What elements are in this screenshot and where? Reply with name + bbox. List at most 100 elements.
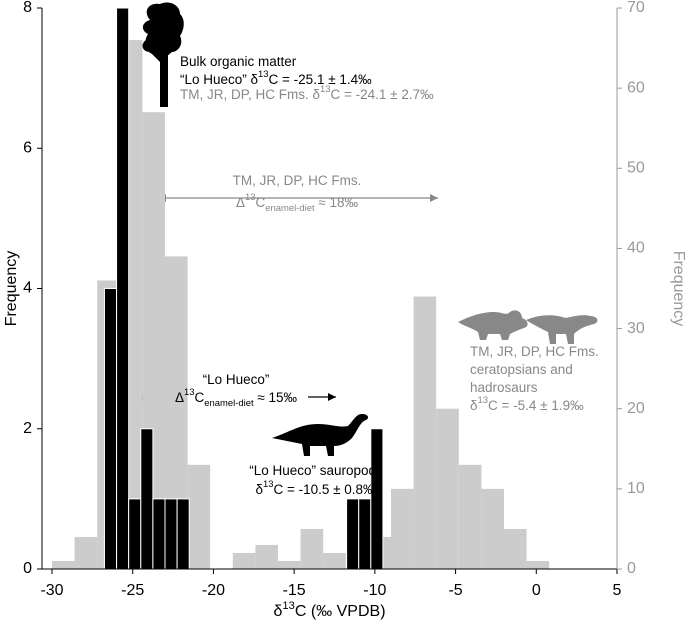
annotations: Bulk organic matter“Lo Hueco” δ13C = -25…: [175, 54, 599, 497]
histogram-bar: [358, 498, 372, 570]
annotation-text: Δ13Cenamel-diet ≈ 15‰: [175, 387, 298, 409]
histogram-bar: [116, 7, 130, 570]
y2-tick-label: 30: [627, 320, 645, 337]
text-run-super: 13: [320, 84, 331, 95]
histogram-bar: [255, 544, 278, 569]
histogram-bar: [187, 464, 211, 569]
text-run: C: [195, 390, 205, 405]
y2-tick-label: 70: [627, 0, 645, 16]
histogram-bar: [165, 256, 188, 569]
x-tick-label: -25: [121, 582, 144, 599]
x-tick-label: -30: [40, 582, 63, 599]
histogram-bar: [436, 408, 459, 569]
annotation-text: δ13C = -10.5 ± 0.8‰: [255, 479, 377, 497]
text-run: Δ: [236, 195, 245, 210]
text-run: Bulk organic matter: [180, 54, 297, 69]
text-run: ceratopsians and: [470, 362, 573, 377]
y2-tick-label: 40: [627, 240, 645, 257]
text-run: C = -5.4 ± 1.9‰: [488, 398, 584, 413]
y2-axis-label: Frequency: [670, 251, 687, 327]
text-run-super: 13: [282, 600, 294, 612]
annotation-text: TM, JR, DP, HC Fms.: [233, 173, 362, 188]
histogram-bar: [391, 488, 414, 569]
annotation-text: TM, JR, DP, HC Fms. δ13C = -24.1 ± 2.7‰: [180, 84, 434, 102]
histogram-bar: [413, 296, 437, 569]
histogram-bar: [103, 288, 118, 570]
text-run: TM, JR, DP, HC Fms.: [233, 173, 362, 188]
x-tick-label: -10: [363, 582, 386, 599]
y2-tick-label: 60: [627, 79, 645, 96]
histogram-bar: [481, 488, 504, 569]
histogram-bar: [278, 560, 301, 569]
text-run: ≈ 15‰: [254, 390, 298, 405]
annotation-text: hadrosaurs: [470, 380, 538, 395]
text-run: ≈ 18‰: [315, 195, 359, 210]
x-tick-label: -15: [283, 582, 306, 599]
silhouettes: [142, 2, 598, 456]
text-run-super: 13: [245, 192, 256, 203]
annotation-text: Bulk organic matter: [180, 54, 297, 69]
text-run: δ: [255, 482, 263, 497]
y2-tick-label: 0: [627, 560, 636, 577]
text-run: C = -25.1 ± 1.4‰: [269, 72, 373, 87]
histogram-bar: [504, 528, 527, 569]
histogram-bar: [300, 528, 324, 569]
text-run: C: [256, 195, 266, 210]
annotation-text: δ13C = -5.4 ± 1.9‰: [470, 395, 584, 413]
text-run-super: 13: [258, 69, 269, 80]
text-run: hadrosaurs: [470, 380, 538, 395]
text-run-super: 13: [478, 395, 489, 406]
histogram-bar: [526, 560, 550, 569]
text-run: “Lo Hueco” sauropods: [249, 463, 383, 478]
y2-tick-label: 20: [627, 400, 645, 417]
text-run: TM, JR, DP, HC Fms. δ: [180, 87, 320, 102]
histogram-bar: [128, 498, 142, 570]
histogram-bar: [346, 498, 360, 570]
text-run: “Lo Hueco” δ: [180, 72, 258, 87]
x-axis-label: δ13C (‰ VPDB): [273, 600, 385, 620]
histogram-bar: [140, 428, 154, 570]
text-run: TM, JR, DP, HC Fms.: [470, 344, 599, 359]
text-run: C = -24.1 ± 2.7‰: [331, 87, 435, 102]
text-run: “Lo Hueco”: [203, 372, 270, 387]
annotation-text: Δ13Cenamel-diet ≈ 18‰: [236, 192, 359, 214]
text-run-super: 13: [184, 387, 195, 398]
text-run: δ: [273, 603, 282, 620]
text-run: C = -10.5 ± 0.8‰: [273, 482, 377, 497]
y2-tick-label: 50: [627, 160, 645, 177]
y-tick-label: 6: [23, 139, 32, 156]
annotation-text: “Lo Hueco”: [203, 372, 270, 387]
y-tick-label: 0: [23, 560, 32, 577]
text-run: C (‰ VPDB): [295, 603, 386, 620]
y-axis-label: Frequency: [3, 251, 20, 327]
histogram-bar: [370, 428, 384, 570]
plot: [52, 7, 550, 570]
annotation-text: TM, JR, DP, HC Fms.: [470, 344, 599, 359]
x-tick-label: -5: [448, 582, 462, 599]
annotation-text: “Lo Hueco” sauropods: [249, 463, 383, 478]
histogram-bar: [52, 560, 75, 569]
histogram-bar: [458, 464, 482, 569]
annotation-text: ceratopsians and: [470, 362, 573, 377]
ceratopsian-icon: [458, 310, 528, 340]
x-tick-label: 5: [613, 582, 622, 599]
x-tick-label: -20: [202, 582, 225, 599]
y2-tick-label: 10: [627, 480, 645, 497]
histogram-bar: [323, 552, 346, 569]
y-tick-label: 4: [23, 280, 32, 297]
histogram-bar: [164, 498, 178, 570]
histogram-bar: [232, 552, 256, 569]
histogram-bar: [152, 498, 166, 570]
sauropod-icon: [272, 414, 369, 456]
text-run-sub: enamel-diet: [204, 398, 254, 409]
tree-icon: [142, 2, 184, 107]
text-run: Δ: [175, 390, 184, 405]
y-tick-label: 2: [23, 420, 32, 437]
hadrosaur-icon: [526, 315, 598, 344]
text-run-sub: enamel-diet: [265, 203, 315, 214]
x-tick-label: 0: [532, 582, 541, 599]
y-tick-label: 8: [23, 0, 32, 16]
histogram-bar: [176, 498, 190, 570]
text-run: δ: [470, 398, 478, 413]
